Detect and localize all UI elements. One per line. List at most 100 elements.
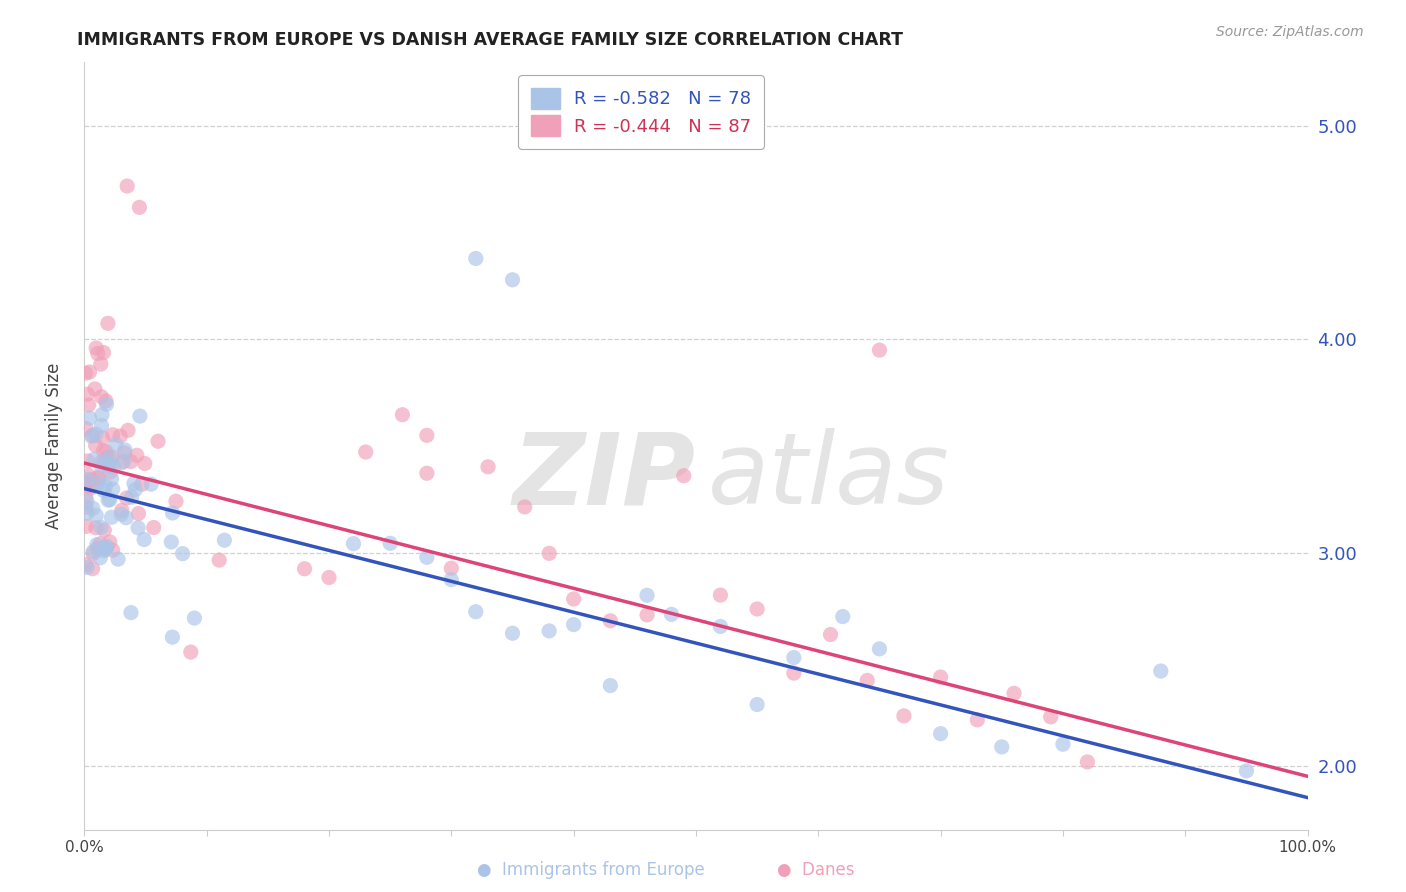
Point xyxy=(86,541,108,555)
Point xyxy=(115,510,138,524)
Point xyxy=(893,709,915,723)
Point xyxy=(538,624,561,638)
Text: IMMIGRANTS FROM EUROPE VS DANISH AVERAGE FAMILY SIZE CORRELATION CHART: IMMIGRANTS FROM EUROPE VS DANISH AVERAGE… xyxy=(77,31,903,49)
Point xyxy=(103,459,125,474)
Point xyxy=(115,179,138,194)
Point xyxy=(115,491,138,505)
Point xyxy=(856,673,879,688)
Point xyxy=(80,473,103,487)
Point xyxy=(128,200,150,214)
Point xyxy=(134,457,156,471)
Point xyxy=(929,726,952,740)
Point xyxy=(354,445,377,459)
Point xyxy=(380,536,402,550)
Point xyxy=(513,500,536,514)
Point xyxy=(93,483,115,498)
Point xyxy=(114,446,136,460)
Point xyxy=(94,444,117,458)
Point xyxy=(1150,664,1173,678)
Point xyxy=(98,492,121,507)
Point xyxy=(93,523,115,537)
Point xyxy=(101,543,124,558)
Point xyxy=(93,543,115,558)
Point xyxy=(131,477,153,491)
Point xyxy=(84,521,107,535)
Text: ZIP: ZIP xyxy=(513,428,696,525)
Point xyxy=(77,398,100,412)
Point xyxy=(562,591,585,606)
Point xyxy=(477,459,499,474)
Point xyxy=(90,455,112,469)
Point xyxy=(180,645,202,659)
Point xyxy=(183,611,205,625)
Point xyxy=(636,588,658,602)
Point xyxy=(90,390,112,404)
Point xyxy=(89,550,111,565)
Point xyxy=(90,418,112,433)
Point xyxy=(80,429,103,443)
Point xyxy=(129,409,152,423)
Point xyxy=(661,607,683,622)
Point xyxy=(97,493,120,508)
Point xyxy=(162,506,184,520)
Point xyxy=(464,605,486,619)
Point xyxy=(562,617,585,632)
Point xyxy=(82,428,104,442)
Point xyxy=(342,536,364,550)
Point xyxy=(599,679,621,693)
Point xyxy=(318,570,340,584)
Point xyxy=(82,562,104,576)
Point xyxy=(82,501,104,516)
Point xyxy=(991,739,1014,754)
Point xyxy=(599,614,621,628)
Point xyxy=(79,411,101,425)
Point xyxy=(76,454,98,468)
Point xyxy=(98,535,121,549)
Text: ●  Danes: ● Danes xyxy=(776,861,855,879)
Point xyxy=(214,533,236,548)
Point xyxy=(869,641,891,656)
Point xyxy=(502,626,524,640)
Point xyxy=(76,387,98,401)
Point xyxy=(98,450,121,465)
Point xyxy=(132,533,155,547)
Point xyxy=(83,452,105,467)
Point xyxy=(820,627,842,641)
Point xyxy=(636,607,658,622)
Point xyxy=(94,393,117,408)
Point xyxy=(94,541,117,556)
Point xyxy=(208,553,231,567)
Point xyxy=(75,421,97,435)
Y-axis label: Average Family Size: Average Family Size xyxy=(45,363,63,529)
Point xyxy=(709,588,731,602)
Point xyxy=(162,630,184,644)
Point xyxy=(1052,737,1074,751)
Point xyxy=(96,539,118,553)
Point xyxy=(91,431,114,445)
Point xyxy=(87,475,110,490)
Point xyxy=(79,365,101,379)
Point xyxy=(82,544,104,558)
Point xyxy=(89,537,111,551)
Point xyxy=(464,252,486,266)
Point xyxy=(93,345,115,359)
Point xyxy=(77,468,100,483)
Point xyxy=(1002,686,1025,700)
Point xyxy=(120,455,142,469)
Text: ●  Immigrants from Europe: ● Immigrants from Europe xyxy=(477,861,704,879)
Point xyxy=(75,558,97,572)
Point xyxy=(391,408,413,422)
Point xyxy=(94,479,117,493)
Point xyxy=(117,423,139,437)
Point xyxy=(538,546,561,560)
Point xyxy=(90,520,112,534)
Point xyxy=(1076,755,1098,769)
Point xyxy=(142,520,165,534)
Point xyxy=(111,503,134,517)
Point xyxy=(112,454,135,468)
Point xyxy=(75,500,97,515)
Point xyxy=(416,428,439,442)
Point xyxy=(294,562,316,576)
Point xyxy=(101,482,124,496)
Point xyxy=(86,470,108,484)
